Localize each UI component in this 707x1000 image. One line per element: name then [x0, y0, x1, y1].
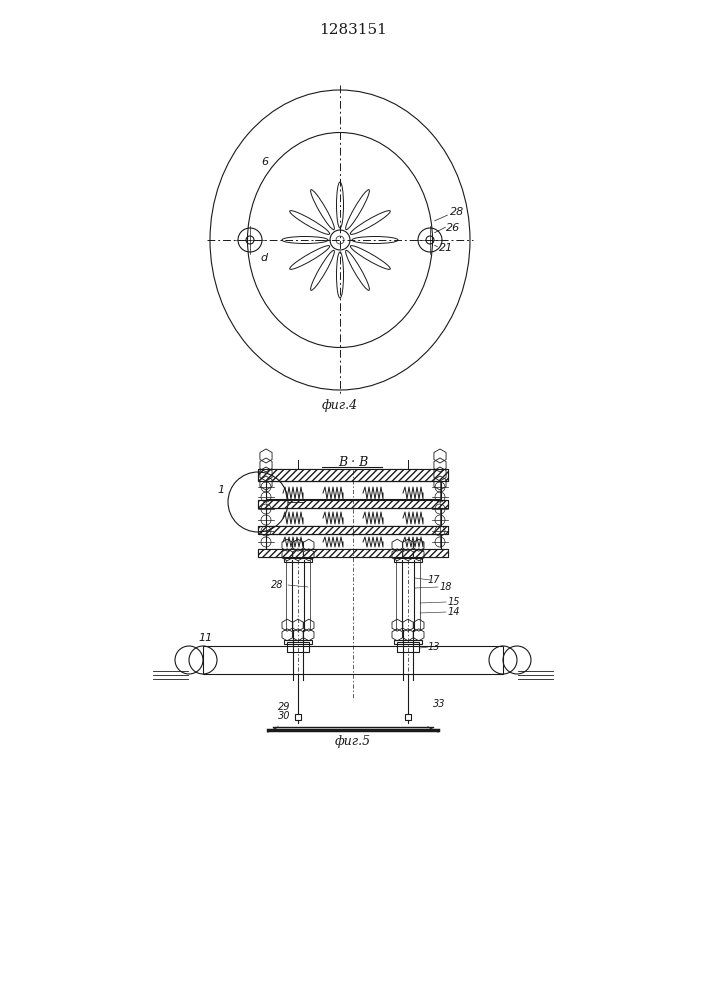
- Text: d: d: [260, 253, 267, 263]
- Bar: [284, 640, 312, 644]
- Text: 17: 17: [428, 575, 440, 585]
- Bar: [266, 481, 440, 499]
- Text: 28: 28: [271, 580, 283, 590]
- Bar: [266, 508, 440, 526]
- Bar: [266, 534, 440, 550]
- Text: 15: 15: [448, 597, 460, 607]
- Text: 1: 1: [218, 485, 225, 495]
- Bar: [258, 526, 448, 534]
- Text: 30: 30: [278, 711, 290, 721]
- Text: 18: 18: [440, 582, 452, 592]
- Bar: [258, 500, 448, 508]
- Bar: [258, 469, 448, 481]
- Text: 28: 28: [450, 207, 464, 217]
- Bar: [405, 714, 411, 720]
- Text: 21: 21: [439, 243, 453, 253]
- Bar: [258, 526, 448, 534]
- Bar: [258, 549, 448, 557]
- Bar: [394, 640, 422, 644]
- Bar: [287, 642, 309, 652]
- Text: 29: 29: [278, 702, 290, 712]
- Bar: [397, 642, 419, 652]
- Text: 33: 33: [433, 699, 445, 709]
- Bar: [284, 558, 312, 562]
- Text: 1283151: 1283151: [319, 23, 387, 37]
- Bar: [203, 646, 503, 674]
- Text: В · В: В · В: [338, 456, 368, 468]
- Text: 13: 13: [428, 642, 440, 652]
- Text: 14: 14: [448, 607, 460, 617]
- Text: 6: 6: [262, 157, 269, 167]
- Bar: [394, 558, 422, 562]
- Text: фиг.4: фиг.4: [322, 398, 358, 412]
- Text: 26: 26: [446, 223, 460, 233]
- Text: 11: 11: [198, 633, 212, 643]
- Bar: [258, 549, 448, 557]
- Text: фиг.5: фиг.5: [335, 736, 371, 748]
- Bar: [295, 714, 301, 720]
- Bar: [258, 469, 448, 481]
- Bar: [258, 500, 448, 508]
